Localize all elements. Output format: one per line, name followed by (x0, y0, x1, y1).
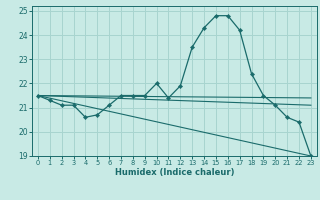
X-axis label: Humidex (Indice chaleur): Humidex (Indice chaleur) (115, 168, 234, 177)
